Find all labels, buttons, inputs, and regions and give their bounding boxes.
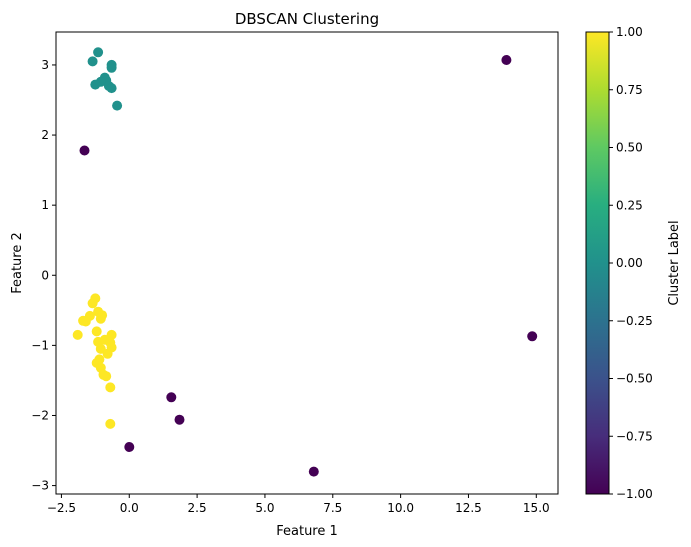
colorbar: 1.00 0.75 0.50 0.25 0.00 −0.25 −0.50 −0.75 −1.00 [585,25,653,501]
data-point-7 [90,79,101,90]
colorbar-tick-label: −0.25 [616,314,653,328]
data-point-12 [87,298,98,309]
colorbar-gradient [585,31,610,495]
data-point-38 [166,392,177,403]
colorbar-tick-label: −1.00 [616,487,653,501]
data-point-18 [78,315,89,326]
data-point-32 [101,371,112,382]
data-point-16 [95,313,106,324]
plot-area: −2.5 0.0 2.5 5.0 7.5 10.0 12.5 15.0 −3 −2 −1 0 1 2 3 [31,31,559,515]
data-point-27 [102,348,113,359]
data-point-9 [106,83,117,94]
data-point-33 [105,382,116,393]
x-tick-label: 15.0 [523,501,550,515]
y-tick-label: 2 [41,128,49,142]
data-point-41 [308,466,319,477]
data-point-19 [91,326,102,337]
y-tick-label: 3 [41,58,49,72]
data-point-36 [501,55,512,65]
colorbar-tick-label: 0.75 [616,83,643,97]
x-tick-label: 5.0 [255,501,274,515]
colorbar-tick-label: −0.75 [616,429,653,443]
x-tick-label: −2.5 [47,501,76,515]
x-tick-label: 0.0 [120,501,139,515]
data-point-0 [93,47,104,58]
colorbar-tick-label: 0.50 [616,141,643,155]
x-tick-label: 12.5 [455,501,482,515]
data-point-10 [112,100,123,111]
y-tick-label: −2 [31,408,49,422]
points-layer [72,47,538,477]
y-tick-label: −3 [31,479,49,493]
x-tick-label: 2.5 [188,501,207,515]
data-point-37 [527,331,538,342]
colorbar-tick-label: 1.00 [616,25,643,39]
axes-frame [55,31,559,495]
y-axis-label: Feature 2 [10,232,25,294]
y-tick-label: 1 [41,198,49,212]
data-point-3 [106,62,117,73]
colorbar-label: Cluster Label [667,220,682,305]
y-tick-label: 0 [41,268,49,282]
x-axis-ticks: −2.5 0.0 2.5 5.0 7.5 10.0 12.5 15.0 [47,494,550,515]
data-point-39 [174,414,185,425]
colorbar-ticks: 1.00 0.75 0.50 0.25 0.00 −0.25 −0.50 −0.75 −1.00 [609,25,653,501]
data-point-34 [105,418,116,429]
data-point-35 [79,145,90,156]
x-tick-label: 10.0 [387,501,414,515]
data-point-1 [87,56,98,67]
data-point-20 [72,329,83,340]
data-point-40 [124,442,135,452]
colorbar-tick-label: 0.25 [616,198,643,212]
x-axis-label: Feature 1 [276,524,338,539]
x-tick-label: 7.5 [323,501,342,515]
chart-title: DBSCAN Clustering [235,10,379,28]
y-axis-ticks: −3 −2 −1 0 1 2 3 [31,58,56,493]
colorbar-tick-label: 0.00 [616,256,643,270]
y-tick-label: −1 [31,338,49,352]
colorbar-tick-label: −0.50 [616,372,653,386]
